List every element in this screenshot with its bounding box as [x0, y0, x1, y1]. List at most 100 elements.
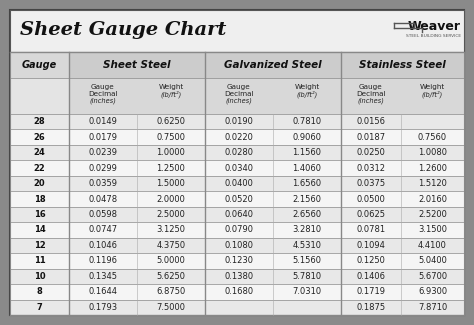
Text: 1.5000: 1.5000	[156, 179, 185, 188]
Text: 3.1250: 3.1250	[156, 226, 185, 234]
Text: Gauge: Gauge	[91, 84, 115, 90]
Bar	[10, 284, 464, 300]
Bar	[341, 78, 464, 114]
Bar	[10, 238, 464, 253]
Text: 0.7560: 0.7560	[418, 133, 447, 142]
Text: (inches): (inches)	[226, 98, 253, 104]
Text: Decimal: Decimal	[88, 91, 118, 97]
Text: 4.5310: 4.5310	[292, 241, 321, 250]
Text: Sheet Steel: Sheet Steel	[103, 60, 171, 70]
Text: 8: 8	[36, 287, 42, 296]
Text: 1.4060: 1.4060	[292, 163, 321, 173]
Text: 6.9300: 6.9300	[418, 287, 447, 296]
Text: 0.1046: 0.1046	[89, 241, 118, 250]
Text: 3.2810: 3.2810	[292, 226, 321, 234]
Text: 5.1560: 5.1560	[292, 256, 321, 266]
Text: 4.4100: 4.4100	[418, 241, 447, 250]
Text: 0.1230: 0.1230	[225, 256, 254, 266]
Text: 16: 16	[34, 210, 46, 219]
Text: (inches): (inches)	[357, 98, 384, 104]
Text: 5.6700: 5.6700	[418, 272, 447, 281]
Bar	[10, 129, 464, 145]
Text: Sheet Gauge Chart: Sheet Gauge Chart	[20, 21, 227, 39]
Text: Weight: Weight	[158, 84, 183, 90]
Text: 0.1644: 0.1644	[89, 287, 118, 296]
Text: 0.0375: 0.0375	[356, 179, 385, 188]
Bar	[10, 176, 464, 191]
Text: 0.7500: 0.7500	[156, 133, 185, 142]
Bar	[10, 78, 69, 114]
Text: 5.6250: 5.6250	[156, 272, 185, 281]
Text: 0.0280: 0.0280	[225, 148, 254, 157]
Bar	[69, 52, 205, 78]
Text: 0.0790: 0.0790	[225, 226, 254, 234]
Bar	[10, 222, 464, 238]
Text: (lb/ft²): (lb/ft²)	[160, 90, 182, 98]
Text: Weight: Weight	[420, 84, 445, 90]
Text: 1.0000: 1.0000	[156, 148, 185, 157]
Text: 0.0156: 0.0156	[356, 117, 385, 126]
Bar	[10, 160, 464, 176]
Text: STEEL BUILDING SERVICE: STEEL BUILDING SERVICE	[406, 34, 462, 38]
Text: 24: 24	[34, 148, 46, 157]
Text: 0.1380: 0.1380	[224, 272, 254, 281]
Text: Gauge: Gauge	[22, 60, 57, 70]
Text: 0.0312: 0.0312	[356, 163, 385, 173]
Text: 0.7810: 0.7810	[292, 117, 321, 126]
Text: 2.5200: 2.5200	[418, 210, 447, 219]
Text: 0.0220: 0.0220	[225, 133, 254, 142]
Text: 1.2600: 1.2600	[418, 163, 447, 173]
Text: 0.0149: 0.0149	[89, 117, 118, 126]
Text: 0.0250: 0.0250	[356, 148, 385, 157]
Text: 26: 26	[34, 133, 46, 142]
Bar	[10, 52, 69, 78]
Text: 28: 28	[34, 117, 46, 126]
Text: 1.6560: 1.6560	[292, 179, 321, 188]
Text: 1.5120: 1.5120	[418, 179, 447, 188]
Text: Galvanized Steel: Galvanized Steel	[224, 60, 322, 70]
Text: 1.1560: 1.1560	[292, 148, 321, 157]
Text: 0.0359: 0.0359	[89, 179, 118, 188]
Text: 0.1250: 0.1250	[356, 256, 385, 266]
Text: (inches): (inches)	[90, 98, 117, 104]
Bar	[205, 52, 341, 78]
Text: 0.0190: 0.0190	[225, 117, 254, 126]
Bar	[10, 145, 464, 160]
Text: (lb/ft²): (lb/ft²)	[422, 90, 443, 98]
Text: 5.0000: 5.0000	[156, 256, 185, 266]
Text: 0.0187: 0.0187	[356, 133, 385, 142]
Text: 0.1345: 0.1345	[89, 272, 118, 281]
Text: (lb/ft²): (lb/ft²)	[296, 90, 318, 98]
Text: 0.6250: 0.6250	[156, 117, 185, 126]
Text: 2.1560: 2.1560	[292, 195, 321, 203]
Text: Weaver: Weaver	[408, 20, 461, 33]
Text: 7: 7	[36, 303, 42, 312]
Text: 0.0625: 0.0625	[356, 210, 385, 219]
Text: 18: 18	[34, 195, 46, 203]
Text: Stainless Steel: Stainless Steel	[359, 60, 446, 70]
Text: 0.0640: 0.0640	[225, 210, 254, 219]
Text: 7.5000: 7.5000	[156, 303, 185, 312]
Text: Decimal: Decimal	[356, 91, 386, 97]
Text: 0.0598: 0.0598	[89, 210, 118, 219]
Text: 1.2500: 1.2500	[156, 163, 185, 173]
Bar	[10, 114, 464, 129]
Text: 0.0299: 0.0299	[89, 163, 118, 173]
Text: 10: 10	[34, 272, 46, 281]
Text: 0.1680: 0.1680	[224, 287, 254, 296]
Bar	[10, 207, 464, 222]
Text: 5.0400: 5.0400	[418, 256, 447, 266]
Text: 12: 12	[34, 241, 46, 250]
Bar	[205, 78, 341, 114]
Text: 6.8750: 6.8750	[156, 287, 186, 296]
Text: 0.1080: 0.1080	[225, 241, 254, 250]
Text: 2.0000: 2.0000	[156, 195, 185, 203]
Text: Weight: Weight	[294, 84, 319, 90]
Text: 5.7810: 5.7810	[292, 272, 321, 281]
Text: 0.0340: 0.0340	[225, 163, 254, 173]
Text: 1.0080: 1.0080	[418, 148, 447, 157]
Text: 0.0400: 0.0400	[225, 179, 254, 188]
Text: 7.0310: 7.0310	[292, 287, 321, 296]
Text: 7.8710: 7.8710	[418, 303, 447, 312]
Bar	[69, 78, 205, 114]
